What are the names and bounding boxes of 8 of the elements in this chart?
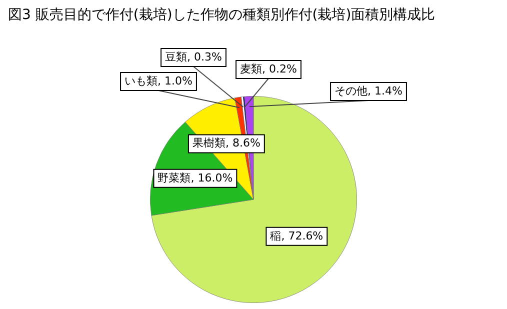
chart-title: 図3 販売目的で作付(栽培)した作物の種類別作付(栽培)面積別構成比 [8, 6, 436, 24]
slice-label: 果樹類, 8.6% [192, 136, 260, 150]
slice-label: 野菜類, 16.0% [158, 171, 233, 184]
slice-label: 麦類, 0.2% [240, 62, 297, 76]
slice-label: 稲, 72.6% [270, 229, 324, 242]
slice-label: いも類, 1.0% [124, 74, 192, 88]
slice-label: 豆類, 0.3% [165, 50, 222, 64]
slice-label: その他, 1.4% [334, 84, 402, 98]
